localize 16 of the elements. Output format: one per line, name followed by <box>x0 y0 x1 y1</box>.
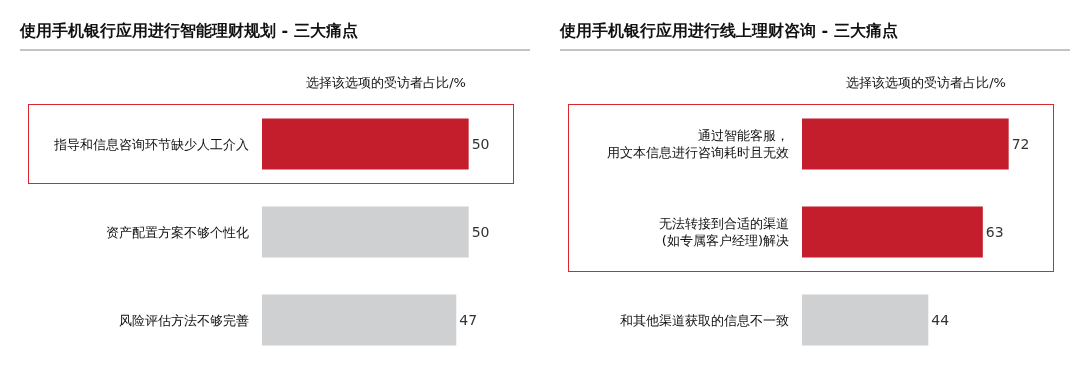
y-tick-label: 通过智能客服，用文本信息进行咨询耗时且无效 <box>607 128 789 160</box>
data-label: 72 <box>1011 136 1030 152</box>
y-tick-label: 风险评估方法不够完善 <box>119 312 249 328</box>
data-label: 44 <box>931 312 950 328</box>
data-label: 63 <box>985 224 1004 240</box>
data-label: 50 <box>471 136 490 152</box>
y-tick-label: 和其他渠道获取的信息不一致 <box>620 312 789 328</box>
data-label: 47 <box>459 312 478 328</box>
y-tick-label: 资产配置方案不够个性化 <box>106 224 249 240</box>
chart-title: 使用手机银行应用进行线上理财咨询 - 三大痛点 <box>559 20 898 40</box>
y-tick-label: 无法转接到合适的渠道(如专属客户经理)解决 <box>659 216 789 248</box>
x-axis-title: 选择该选项的受访者占比/% <box>306 74 466 90</box>
chart-title: 使用手机银行应用进行智能理财规划 - 三大痛点 <box>19 20 358 40</box>
data-label: 50 <box>471 224 490 240</box>
x-axis-title: 选择该选项的受访者占比/% <box>846 74 1006 90</box>
y-tick-label: 指导和信息咨询环节缺少人工介入 <box>53 136 249 152</box>
